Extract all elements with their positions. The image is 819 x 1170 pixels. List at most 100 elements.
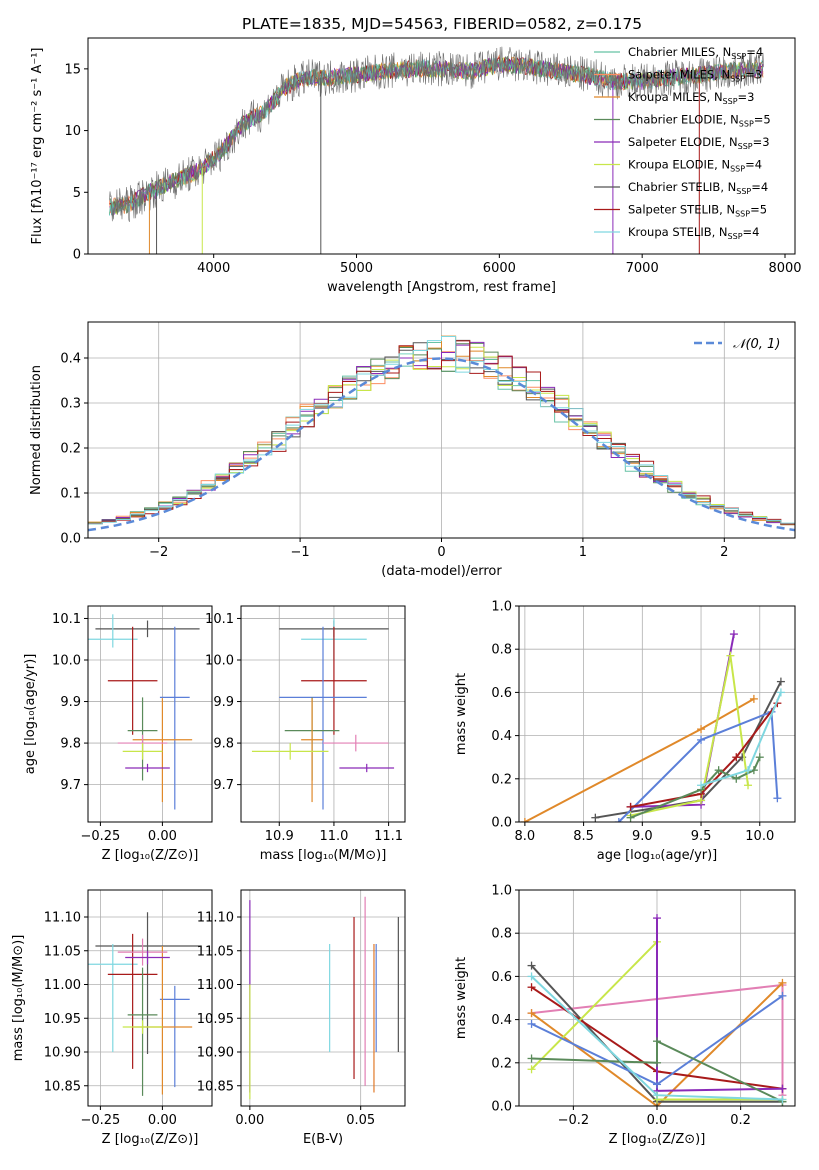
x-tick-label: 10.0 bbox=[745, 829, 774, 844]
normal-curve bbox=[88, 357, 795, 532]
y-tick-label: 9.8 bbox=[213, 737, 234, 752]
legend-subscript: SSP bbox=[723, 97, 738, 106]
y-tick-label: 0.1 bbox=[60, 487, 81, 502]
x-tick-label: 7000 bbox=[626, 261, 659, 276]
y-axis-label: mass weight bbox=[454, 673, 469, 755]
x-tick-label: 1 bbox=[579, 545, 587, 560]
plot-area bbox=[88, 335, 795, 532]
series-line bbox=[618, 710, 779, 822]
y-tick-label: 0.8 bbox=[491, 643, 512, 658]
y-tick-label: 11.10 bbox=[197, 911, 234, 926]
y-tick-label: 9.7 bbox=[60, 778, 81, 793]
subplot-6: −0.25 0.00 10.85 10.90 10.95 11.00 11.05 11.10 Z… bbox=[11, 889, 213, 1147]
plot-area bbox=[88, 912, 200, 1096]
x-axis-label: E(B-V) bbox=[303, 1132, 343, 1147]
x-tick-label: 6000 bbox=[483, 261, 516, 276]
y-tick-label: 11.00 bbox=[44, 978, 81, 993]
y-tick-label: 10.1 bbox=[52, 612, 81, 627]
legend-subscript: SSP bbox=[736, 187, 751, 196]
y-tick-label: 0.4 bbox=[60, 352, 81, 367]
subplot-3: −0.25 0.00 9.7 9.8 9.9 10.0 10.1 Z [log₁₀(Z/Z⊙)… bbox=[23, 605, 213, 863]
x-tick-label: 0.0 bbox=[647, 1113, 668, 1128]
y-tick-label: 0.0 bbox=[491, 816, 512, 831]
y-tick-label: 1.0 bbox=[491, 884, 512, 899]
y-tick-label: 0.0 bbox=[491, 1100, 512, 1115]
y-tick-label: 9.9 bbox=[60, 695, 81, 710]
y-tick-label: 10 bbox=[64, 124, 81, 139]
x-tick-label: −0.2 bbox=[558, 1113, 590, 1128]
y-tick-label: 0.3 bbox=[60, 397, 81, 412]
x-tick-label: 9.0 bbox=[632, 829, 653, 844]
y-tick-label: 11.00 bbox=[197, 978, 234, 993]
x-axis-label: mass [log₁₀(M/M⊙)] bbox=[260, 848, 387, 863]
series-line bbox=[656, 918, 783, 1092]
x-tick-label: 5000 bbox=[340, 261, 373, 276]
legend-label: Chabrier STELIB, NSSP=4 bbox=[628, 180, 768, 196]
x-tick-label: 0.05 bbox=[346, 1113, 375, 1128]
y-tick-label: 0.2 bbox=[491, 1056, 512, 1071]
y-axis-label: age [log₁₀(age/yr)] bbox=[23, 654, 38, 775]
plot-area bbox=[88, 614, 200, 810]
legend-subscript: SSP bbox=[731, 52, 746, 61]
y-tick-label: 0.0 bbox=[60, 532, 81, 547]
x-tick-label: 8.5 bbox=[573, 829, 594, 844]
subplot-2: −2 −1 0 1 2 0.0 0.1 0.2 0.3 0.4 (data-model)/error… bbox=[29, 321, 796, 579]
y-axis-label: mass [log₁₀(M/M⊙)] bbox=[11, 935, 26, 1062]
y-tick-label: 11.10 bbox=[44, 911, 81, 926]
legend-label: Chabrier ELODIE, NSSP=5 bbox=[628, 113, 771, 129]
legend-subscript: SSP bbox=[738, 142, 753, 151]
plot-area bbox=[109, 46, 764, 254]
x-axis-label: wavelength [Angstrom, rest frame] bbox=[327, 280, 556, 295]
legend-tail: =5 bbox=[750, 203, 767, 217]
y-tick-label: 10.90 bbox=[197, 1046, 234, 1061]
series-line bbox=[630, 655, 749, 817]
y-tick-label: 0.8 bbox=[491, 927, 512, 942]
legend-tail: =3 bbox=[738, 90, 755, 104]
legend-tail: =4 bbox=[751, 180, 768, 194]
x-tick-label: 0.00 bbox=[148, 829, 177, 844]
series-line bbox=[531, 1039, 783, 1103]
legend-subscript: SSP bbox=[739, 120, 754, 129]
legend-label: Chabrier MILES, NSSP=4 bbox=[628, 45, 763, 61]
subplot-4: 10.9 11.0 11.1 9.7 9.8 9.9 10.0 10.1 mass [log₁₀… bbox=[205, 605, 406, 863]
y-axis-label: Normed distribution bbox=[29, 365, 44, 495]
x-tick-label: 11.1 bbox=[374, 829, 403, 844]
x-tick-label: 0.00 bbox=[148, 1113, 177, 1128]
y-tick-label: 0.6 bbox=[491, 686, 512, 701]
legend: Chabrier MILES, NSSP=4 Salpeter MILES, NS… bbox=[594, 45, 771, 241]
y-tick-label: 10.0 bbox=[205, 654, 234, 669]
x-tick-label: 10.9 bbox=[265, 829, 294, 844]
legend-label: Kroupa MILES, NSSP=3 bbox=[628, 90, 754, 106]
axes-frame bbox=[87, 37, 796, 255]
x-tick-label: 9.5 bbox=[691, 829, 712, 844]
y-tick-label: 0.4 bbox=[491, 1013, 512, 1028]
y-tick-label: 0.6 bbox=[491, 970, 512, 985]
y-tick-label: 10.85 bbox=[197, 1079, 234, 1094]
y-tick-label: 10.0 bbox=[52, 654, 81, 669]
legend-tail: =3 bbox=[753, 135, 770, 149]
plot-area bbox=[249, 896, 399, 1100]
x-axis-label: Z [log₁₀(Z/Z⊙)] bbox=[102, 1132, 199, 1147]
page-title: PLATE=1835, MJD=54563, FIBERID=0582, z=0… bbox=[242, 15, 642, 33]
y-tick-label: 10.95 bbox=[197, 1012, 234, 1027]
x-tick-label: 8.0 bbox=[515, 829, 536, 844]
subplot-8: −0.2 0.0 0.2 0.0 0.2 0.4 0.6 0.8 1.0 Z [log₁₀(Z/Z… bbox=[454, 884, 796, 1147]
y-axis-label: Flux [fλ10⁻¹⁷ erg cm⁻² s⁻¹ A⁻¹] bbox=[30, 48, 45, 245]
legend-subscript: SSP bbox=[735, 210, 750, 219]
y-tick-label: 10.85 bbox=[44, 1079, 81, 1094]
series-line bbox=[630, 756, 761, 819]
y-tick-label: 9.8 bbox=[60, 737, 81, 752]
legend-tail: =4 bbox=[745, 158, 762, 172]
axes-frame bbox=[87, 605, 213, 823]
x-axis-label: Z [log₁₀(Z/Z⊙)] bbox=[102, 848, 199, 863]
x-tick-label: −0.25 bbox=[80, 829, 120, 844]
x-axis-label: age [log₁₀(age/yr)] bbox=[597, 848, 718, 863]
axes-frame bbox=[518, 605, 796, 823]
y-axis-label: mass weight bbox=[454, 957, 469, 1039]
y-tick-label: 0.2 bbox=[60, 442, 81, 457]
axes-frame bbox=[240, 889, 406, 1107]
plot-area bbox=[520, 630, 785, 822]
y-tick-label: 0 bbox=[73, 248, 81, 263]
x-axis-label: (data-model)/error bbox=[381, 564, 502, 579]
